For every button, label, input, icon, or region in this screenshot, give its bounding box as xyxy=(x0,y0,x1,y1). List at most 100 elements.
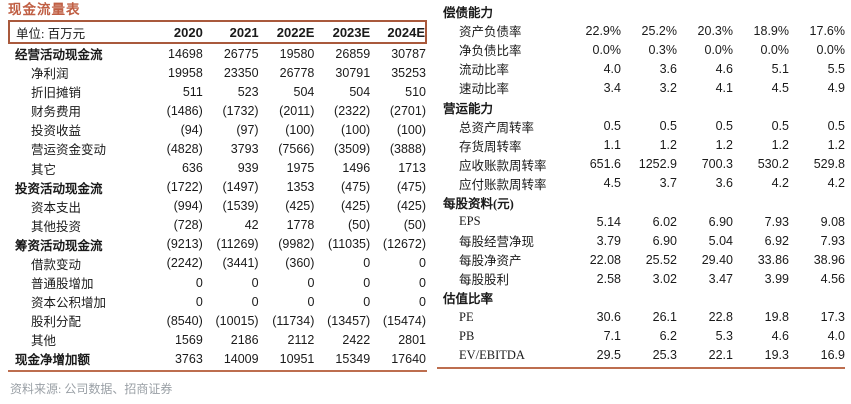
cell-value: 22.9% xyxy=(585,23,621,38)
row-label: 资本公积增加 xyxy=(31,296,107,311)
cell-value: 0 xyxy=(419,275,426,290)
row-label: 净利润 xyxy=(31,67,69,82)
row-label: EV/EBITDA xyxy=(459,347,525,362)
cell-value: (2242) xyxy=(166,256,203,271)
table-row: 借款变动 (2242) (3441) (360) 0 0 xyxy=(9,254,426,273)
cell-value: 3.7 xyxy=(659,176,677,191)
table-row: 应付账款周转率 4.5 3.7 3.6 4.2 4.2 xyxy=(437,174,845,193)
cell-value: 3.6 xyxy=(715,176,733,191)
cell-value: 0 xyxy=(419,294,426,309)
cell-value: 0.5 xyxy=(659,119,677,134)
cell-value: (15474) xyxy=(382,313,426,328)
table-row: 投资活动现金流 (1722) (1497) 1353 (475) (475) xyxy=(9,178,426,197)
cell-value: 1496 xyxy=(342,161,371,176)
cell-value: 25.2% xyxy=(641,23,677,38)
cell-value: 651.6 xyxy=(589,157,621,172)
cell-value: (13457) xyxy=(327,313,371,328)
cell-value: 22.8 xyxy=(708,310,733,325)
cell-value: 14698 xyxy=(168,46,203,61)
row-label: 资本支出 xyxy=(31,200,82,215)
row-label: 其他 xyxy=(31,334,57,349)
table-row: 资产负债率 22.9% 25.2% 20.3% 18.9% 17.6% xyxy=(437,21,845,40)
cell-value: (94) xyxy=(180,122,203,137)
cell-value: 18.9% xyxy=(753,23,789,38)
cell-value: 25.3 xyxy=(652,348,677,363)
cell-value: 0 xyxy=(195,275,203,290)
table-row: 净利润 19958 23350 26778 30791 35253 xyxy=(9,63,426,82)
unit-label: 单位: 百万元 xyxy=(8,20,147,44)
cell-value: 2.58 xyxy=(596,271,621,286)
table-row: 速动比率 3.4 3.2 4.1 4.5 4.9 xyxy=(437,78,845,97)
cell-value: 20.3% xyxy=(697,23,733,38)
cell-value: 30787 xyxy=(391,46,426,61)
section-header: 营运能力 xyxy=(443,101,494,116)
table-row: 财务费用 (1486) (1732) (2011) (2322) (2701) xyxy=(9,101,426,120)
cell-value: 3.99 xyxy=(764,271,789,286)
cell-value: 26.1 xyxy=(652,310,677,325)
table-row: 普通股增加 0 0 0 0 0 xyxy=(9,273,426,292)
cell-value: 4.6 xyxy=(771,329,789,344)
year-header: 2023E xyxy=(314,20,371,44)
row-label: 总资产周转率 xyxy=(459,120,535,135)
cell-value: (425) xyxy=(341,199,371,214)
cell-value: 6.90 xyxy=(652,233,677,248)
section-header: 估值比率 xyxy=(443,292,494,307)
cell-value: 0 xyxy=(251,294,259,309)
cell-value: 1.1 xyxy=(603,138,621,153)
row-label: 普通股增加 xyxy=(31,277,94,292)
cell-value: (2701) xyxy=(389,103,426,118)
cell-value: (9213) xyxy=(166,237,203,252)
cell-value: 1713 xyxy=(398,161,426,176)
table-row: 每股经营净现 3.79 6.90 5.04 6.92 7.93 xyxy=(437,231,845,250)
cell-value: 4.9 xyxy=(827,80,845,95)
cell-value: 4.0 xyxy=(603,61,621,76)
cell-value: 523 xyxy=(237,84,259,99)
cell-value: (11269) xyxy=(216,237,259,252)
cashflow-statement-panel: 现金流量表 单位: 百万元 2020 2021 2022E 2023E 2024E 经营活动… xyxy=(8,0,427,397)
cell-value: 3.6 xyxy=(659,61,677,76)
cell-value: 1569 xyxy=(174,332,203,347)
table-row: EPS 5.14 6.02 6.90 7.93 9.08 xyxy=(437,212,845,231)
cell-value: 22.1 xyxy=(708,348,733,363)
table-row: 存货周转率 1.1 1.2 1.2 1.2 1.2 xyxy=(437,136,845,155)
cell-value: 5.14 xyxy=(596,214,621,229)
cell-value: 30791 xyxy=(335,65,371,80)
cell-value: 3.02 xyxy=(652,271,677,286)
cell-value: 529.8 xyxy=(813,157,845,172)
cell-value: 4.1 xyxy=(715,80,733,95)
cell-value: 1353 xyxy=(286,180,315,195)
row-label: 净负债比率 xyxy=(459,44,522,59)
cell-value: 7.93 xyxy=(820,233,845,248)
row-label: 应付账款周转率 xyxy=(459,177,547,192)
cell-value: (12672) xyxy=(382,237,426,252)
cell-value: 0 xyxy=(419,256,426,271)
cell-value: 0.0% xyxy=(760,42,790,57)
source-note: 资料来源: 公司数据、招商证券 xyxy=(10,381,173,396)
section-header-row: 估值比率 xyxy=(437,288,845,307)
cell-value: (50) xyxy=(347,218,371,233)
cell-value: 7.93 xyxy=(764,214,789,229)
row-label: PB xyxy=(459,328,475,343)
cell-value: 636 xyxy=(181,161,203,176)
cell-value: 1252.9 xyxy=(638,157,677,172)
cell-value: (425) xyxy=(285,199,315,214)
table-row: 总资产周转率 0.5 0.5 0.5 0.5 0.5 xyxy=(437,117,845,136)
cell-value: 30.6 xyxy=(596,310,621,325)
cell-value: (2322) xyxy=(334,103,371,118)
cell-value: 0.0% xyxy=(704,42,734,57)
row-label: 资产负债率 xyxy=(459,25,522,40)
cell-value: 26778 xyxy=(279,65,315,80)
row-label: 经营活动现金流 xyxy=(15,48,103,62)
cell-value: (9982) xyxy=(278,237,315,252)
table-row: 其他 1569 2186 2112 2422 2801 xyxy=(9,330,426,349)
cell-value: 0.0% xyxy=(816,42,846,57)
cell-value: 16.9 xyxy=(820,348,845,363)
cell-value: (1486) xyxy=(166,103,203,118)
cell-value: 5.04 xyxy=(708,233,733,248)
cell-value: 5.1 xyxy=(771,61,789,76)
table-row: 资本公积增加 0 0 0 0 0 xyxy=(9,292,426,311)
cell-value: 0 xyxy=(195,294,203,309)
row-label: 流动比率 xyxy=(459,63,510,78)
table-row: 现金净增加额 3763 14009 10951 15349 17640 xyxy=(9,349,426,368)
cell-value: 7.1 xyxy=(603,329,621,344)
